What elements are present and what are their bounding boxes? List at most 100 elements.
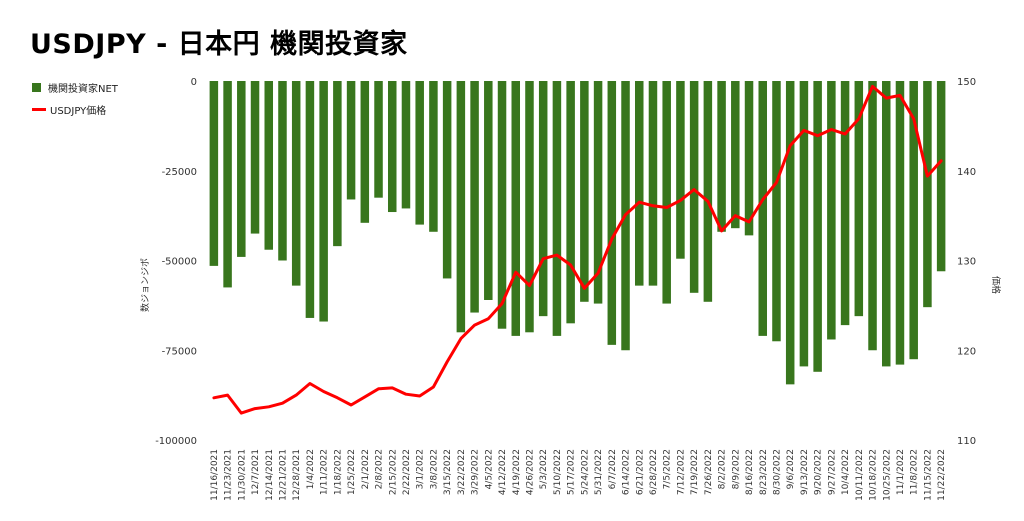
bar	[566, 81, 575, 324]
bar	[264, 81, 274, 250]
y-axis-left: 0 -25000 -50000 -75000 -100000	[155, 77, 197, 447]
x-tick: 11/1/2022	[896, 449, 906, 495]
x-tick: 5/3/2022	[539, 449, 549, 489]
price-line	[212, 84, 943, 415]
x-tick: 4/26/2022	[526, 449, 536, 495]
bar	[593, 81, 603, 304]
y-tick-left: -75000	[162, 346, 197, 357]
bar-series	[209, 81, 946, 385]
bar	[580, 81, 589, 302]
bar	[401, 81, 411, 209]
x-tick: 12/14/2021	[265, 449, 275, 501]
x-tick: 6/28/2022	[649, 449, 659, 495]
x-tick: 12/7/2021	[251, 449, 261, 495]
x-tick: 12/21/2021	[279, 449, 289, 501]
x-tick: 11/23/2021	[224, 449, 234, 501]
x-tick: 9/27/2022	[827, 449, 837, 495]
legend-item-bar: 機関投資家NET	[32, 76, 118, 98]
x-tick: 10/25/2022	[882, 449, 892, 501]
bar	[813, 81, 822, 372]
y-tick-right: 140	[957, 167, 976, 178]
bar	[291, 81, 301, 286]
x-tick: 7/19/2022	[690, 449, 700, 495]
bar	[250, 81, 260, 234]
x-tick: 12/28/2021	[292, 449, 302, 501]
y-tick-left: -50000	[162, 257, 197, 268]
bar	[909, 81, 918, 360]
x-tick: 3/15/2022	[443, 449, 453, 495]
bar	[895, 81, 905, 365]
bar	[772, 81, 781, 342]
y-tick-left: -100000	[155, 436, 197, 447]
x-tick: 3/29/2022	[471, 449, 481, 495]
x-tick: 8/30/2022	[773, 449, 783, 495]
bar	[758, 81, 768, 336]
x-tick: 9/13/2022	[800, 449, 810, 495]
x-tick: 5/24/2022	[580, 449, 590, 495]
bar	[223, 81, 232, 288]
legend-swatch-bar	[32, 82, 41, 92]
y-tick-left: 0	[191, 77, 197, 88]
bar	[497, 81, 507, 329]
x-tick: 8/9/2022	[731, 449, 741, 489]
x-tick: 1/4/2022	[306, 449, 316, 489]
x-tick: 7/5/2022	[663, 449, 673, 489]
x-tick: 1/11/2022	[320, 449, 330, 495]
x-tick: 10/4/2022	[841, 449, 851, 495]
line-series	[212, 84, 943, 415]
bar	[744, 81, 754, 236]
bar	[607, 81, 617, 345]
x-tick: 9/6/2022	[786, 449, 796, 489]
x-tick: 5/10/2022	[553, 449, 563, 495]
bar	[923, 81, 932, 308]
x-tick: 2/8/2022	[375, 449, 385, 489]
bar	[346, 81, 356, 200]
x-tick: 5/31/2022	[594, 449, 604, 495]
x-tick: 2/15/2022	[388, 449, 398, 495]
x-tick: 11/8/2022	[910, 449, 920, 495]
x-tick: 4/12/2022	[498, 449, 508, 495]
bar	[511, 81, 521, 336]
x-tick: 1/25/2022	[347, 449, 357, 495]
bar	[470, 81, 479, 313]
bar	[525, 81, 534, 333]
bar	[703, 81, 713, 302]
y-axis-right-label: 価格	[990, 276, 1002, 294]
bar	[278, 81, 287, 261]
x-tick: 3/22/2022	[457, 449, 467, 495]
bar	[360, 81, 370, 223]
bar	[799, 81, 809, 367]
bar	[676, 81, 685, 259]
x-tick: 10/11/2022	[855, 449, 865, 501]
bar	[785, 81, 795, 385]
bar	[415, 81, 424, 225]
y-tick-right: 120	[957, 346, 976, 357]
x-tick: 6/21/2022	[635, 449, 645, 495]
bar	[456, 81, 466, 333]
bar	[936, 81, 946, 272]
legend-swatch-line	[32, 107, 46, 111]
y-axis-left-label: 数ジョンジポ	[139, 258, 151, 312]
legend-label-line: USDJPY価格	[50, 105, 107, 117]
x-tick: 2/1/2022	[361, 449, 371, 489]
x-tick: 11/22/2022	[937, 449, 947, 501]
bar	[717, 81, 726, 232]
bar	[552, 81, 562, 336]
bar	[854, 81, 864, 317]
y-tick-right: 110	[957, 436, 976, 447]
x-tick: 6/14/2022	[622, 449, 632, 495]
bar	[827, 81, 836, 340]
y-tick-right: 130	[957, 257, 976, 268]
x-axis: 11/16/2021 11/23/2021 11/30/2021 12/7/2021 1…	[210, 449, 947, 501]
bar	[374, 81, 383, 198]
bar	[868, 81, 877, 351]
x-tick: 9/20/2022	[814, 449, 824, 495]
y-tick-left: -25000	[162, 167, 197, 178]
x-tick: 8/16/2022	[745, 449, 755, 495]
bar	[662, 81, 671, 304]
bar	[484, 81, 493, 300]
bar	[209, 81, 219, 266]
y-axis-right: 150 140 130 120 110	[957, 77, 976, 447]
legend-item-line: USDJPY価格	[32, 98, 118, 120]
